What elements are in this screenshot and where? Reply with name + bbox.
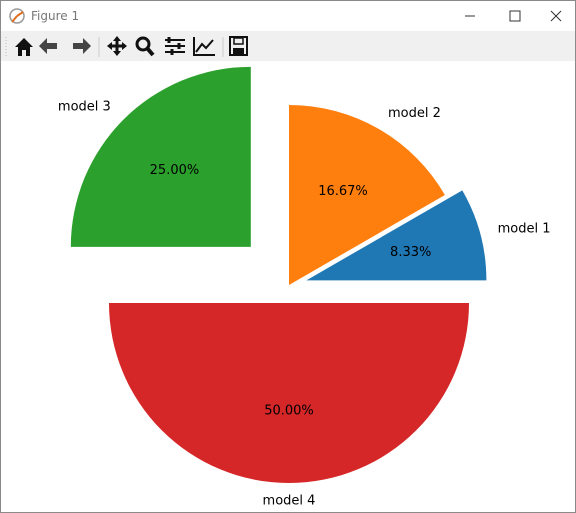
toolbar-icons (5, 36, 248, 57)
pct-label: 16.67% (318, 184, 368, 199)
home-button[interactable] (15, 38, 33, 56)
window-controls (465, 10, 562, 22)
pie-wedge (289, 105, 445, 285)
configure-button[interactable] (165, 37, 185, 55)
edit-axis-button[interactable] (193, 37, 215, 56)
pct-label: 8.33% (390, 245, 431, 260)
wedge-label: model 4 (263, 494, 316, 509)
save-button[interactable] (229, 36, 248, 56)
wedge-label: model 3 (58, 99, 111, 114)
maximize-button[interactable] (509, 10, 521, 22)
forward-button[interactable] (73, 38, 91, 54)
wedge-label: model 2 (388, 106, 441, 121)
pct-label: 50.00% (264, 404, 314, 419)
chart: 8.33% model 1 16.67% model 2 25.00% model 3 50… (58, 66, 551, 509)
pie-wedge (306, 190, 487, 281)
pan-button[interactable] (107, 36, 127, 56)
title-bar: Figure 1 (1, 1, 575, 31)
app-icon (9, 8, 25, 24)
wedge-label: model 1 (498, 222, 551, 237)
pie-wedge (70, 66, 251, 247)
close-button[interactable] (550, 10, 562, 22)
pie-wedge (109, 303, 469, 483)
back-button[interactable] (39, 38, 57, 54)
window-title: Figure 1 (31, 9, 80, 23)
zoom-button[interactable] (135, 36, 155, 57)
pct-label: 25.00% (150, 163, 200, 178)
toolbar (1, 31, 575, 61)
